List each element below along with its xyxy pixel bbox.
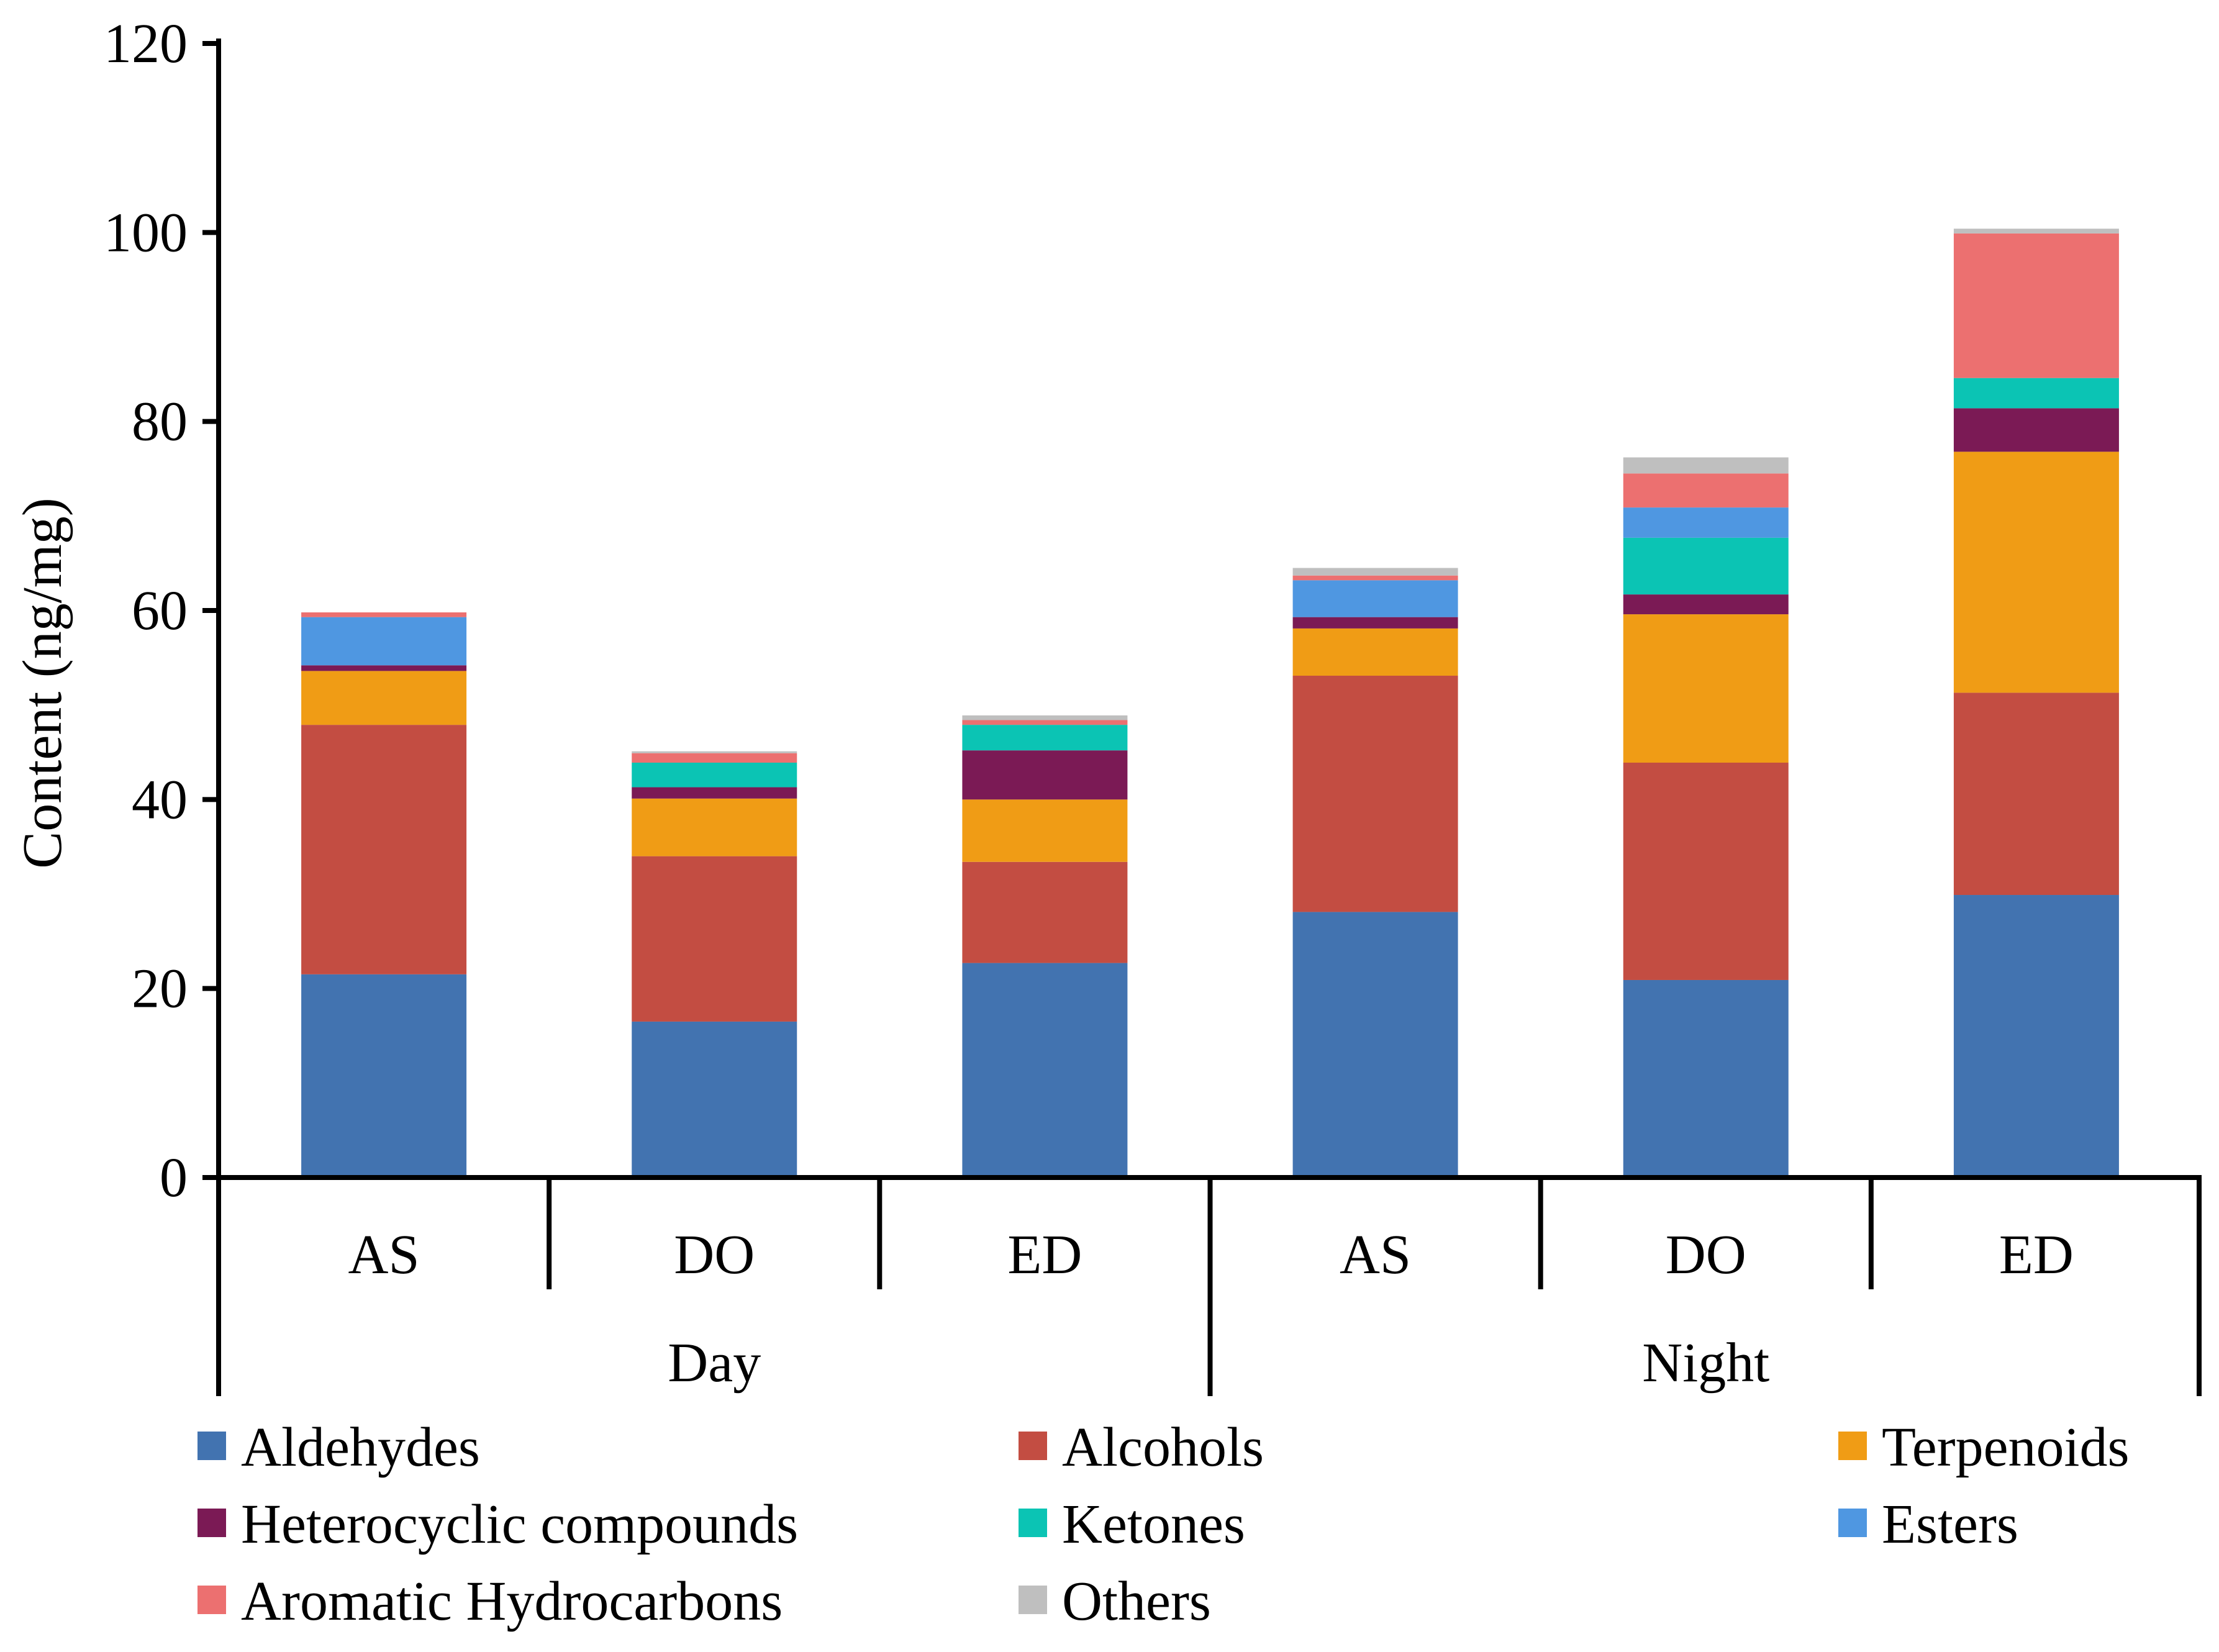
category-label-1: DO bbox=[674, 1224, 755, 1286]
axes-layer bbox=[202, 39, 2202, 1396]
bar-segment-others-2 bbox=[962, 715, 1128, 720]
legend-label-alcohols: Alcohols bbox=[1062, 1417, 1264, 1478]
bar-segment-aldehydes-3 bbox=[1292, 912, 1458, 1178]
bar-segment-esters-0 bbox=[301, 617, 467, 666]
y-tick-label-60: 60 bbox=[132, 580, 188, 642]
bar-segment-heterocyclic-compounds-5 bbox=[1953, 408, 2119, 452]
bar-segment-terpenoids-0 bbox=[301, 671, 467, 725]
legend-label-aldehydes: Aldehydes bbox=[241, 1417, 480, 1478]
bar-segment-alcohols-1 bbox=[632, 856, 797, 1022]
bar-segment-others-4 bbox=[1623, 457, 1789, 474]
y-tick-label-120: 120 bbox=[104, 13, 188, 75]
bars-layer bbox=[301, 229, 2119, 1178]
legend-swatch-aldehydes bbox=[197, 1432, 226, 1460]
bar-segment-aldehydes-2 bbox=[962, 963, 1128, 1178]
y-tick-label-20: 20 bbox=[132, 958, 188, 1020]
bar-segment-esters-3 bbox=[1292, 580, 1458, 617]
bar-segment-terpenoids-4 bbox=[1623, 614, 1789, 763]
legend-swatch-heterocyclic-compounds bbox=[197, 1509, 226, 1537]
labels-layer: 0 20 40 60 80 100 120 AS DO ED AS DO ED Day Night bbox=[104, 13, 2074, 1394]
bar-segment-terpenoids-5 bbox=[1953, 452, 2119, 693]
y-axis-title: Content (ng/mg) bbox=[12, 497, 73, 868]
bar-segment-others-1 bbox=[632, 751, 797, 753]
bar-segment-aromatic-hydrocarbons-5 bbox=[1953, 233, 2119, 378]
bar-segment-aldehydes-0 bbox=[301, 974, 467, 1178]
group-label-day: Day bbox=[668, 1332, 761, 1394]
category-label-5: ED bbox=[1999, 1224, 2074, 1286]
bar-segment-ketones-4 bbox=[1623, 537, 1789, 595]
bar-segment-heterocyclic-compounds-1 bbox=[632, 787, 797, 799]
category-label-4: DO bbox=[1666, 1224, 1746, 1286]
bar-segment-aromatic-hydrocarbons-1 bbox=[632, 753, 797, 763]
bar-segment-aromatic-hydrocarbons-4 bbox=[1623, 473, 1789, 508]
bar-segment-terpenoids-3 bbox=[1292, 628, 1458, 676]
bar-segment-aldehydes-4 bbox=[1623, 979, 1789, 1178]
bar-segment-aromatic-hydrocarbons-2 bbox=[962, 720, 1128, 725]
bar-segment-alcohols-2 bbox=[962, 861, 1128, 963]
bar-segment-heterocyclic-compounds-3 bbox=[1292, 617, 1458, 629]
bar-segment-aldehydes-1 bbox=[632, 1021, 797, 1178]
category-label-2: ED bbox=[1007, 1224, 1082, 1286]
bar-segment-alcohols-5 bbox=[1953, 692, 2119, 896]
bar-segment-others-3 bbox=[1292, 568, 1458, 576]
legend-label-aromatic-hydrocarbons: Aromatic Hydrocarbons bbox=[241, 1571, 783, 1632]
bar-segment-aldehydes-5 bbox=[1953, 895, 2119, 1178]
bar-segment-alcohols-3 bbox=[1292, 675, 1458, 912]
bar-segment-aromatic-hydrocarbons-0 bbox=[301, 612, 467, 617]
bar-segment-aromatic-hydrocarbons-3 bbox=[1292, 575, 1458, 581]
legend-label-others: Others bbox=[1062, 1571, 1211, 1632]
legend-swatch-others bbox=[1019, 1586, 1047, 1614]
y-tick-label-40: 40 bbox=[132, 769, 188, 830]
category-label-0: AS bbox=[348, 1224, 420, 1286]
legend-swatch-terpenoids bbox=[1838, 1432, 1867, 1460]
legend-label-terpenoids: Terpenoids bbox=[1882, 1417, 2130, 1478]
bar-segment-heterocyclic-compounds-2 bbox=[962, 750, 1128, 800]
bar-segment-others-5 bbox=[1953, 229, 2119, 234]
legend-swatch-esters bbox=[1838, 1509, 1867, 1537]
legend: Aldehydes Alcohols Terpenoids Heterocyclic … bbox=[197, 1417, 2130, 1632]
legend-swatch-ketones bbox=[1019, 1509, 1047, 1537]
legend-label-esters: Esters bbox=[1882, 1494, 2018, 1555]
y-tick-label-0: 0 bbox=[160, 1147, 188, 1209]
group-label-night: Night bbox=[1642, 1332, 1769, 1394]
y-tick-label-80: 80 bbox=[132, 391, 188, 453]
legend-swatch-alcohols bbox=[1019, 1432, 1047, 1460]
y-tick-label-100: 100 bbox=[104, 202, 188, 263]
bar-segment-heterocyclic-compounds-0 bbox=[301, 665, 467, 671]
bar-segment-ketones-5 bbox=[1953, 378, 2119, 409]
bar-segment-ketones-2 bbox=[962, 725, 1128, 751]
legend-swatch-aromatic-hydrocarbons bbox=[197, 1586, 226, 1614]
bar-segment-terpenoids-1 bbox=[632, 798, 797, 856]
bar-segment-heterocyclic-compounds-4 bbox=[1623, 594, 1789, 615]
bar-segment-esters-4 bbox=[1623, 507, 1789, 538]
category-label-3: AS bbox=[1340, 1224, 1411, 1286]
legend-label-ketones: Ketones bbox=[1062, 1494, 1245, 1555]
bar-segment-alcohols-4 bbox=[1623, 762, 1789, 980]
legend-label-heterocyclic-compounds: Heterocyclic compounds bbox=[241, 1494, 798, 1555]
bar-segment-terpenoids-2 bbox=[962, 799, 1128, 862]
bar-segment-ketones-1 bbox=[632, 762, 797, 787]
bar-segment-alcohols-0 bbox=[301, 725, 467, 974]
